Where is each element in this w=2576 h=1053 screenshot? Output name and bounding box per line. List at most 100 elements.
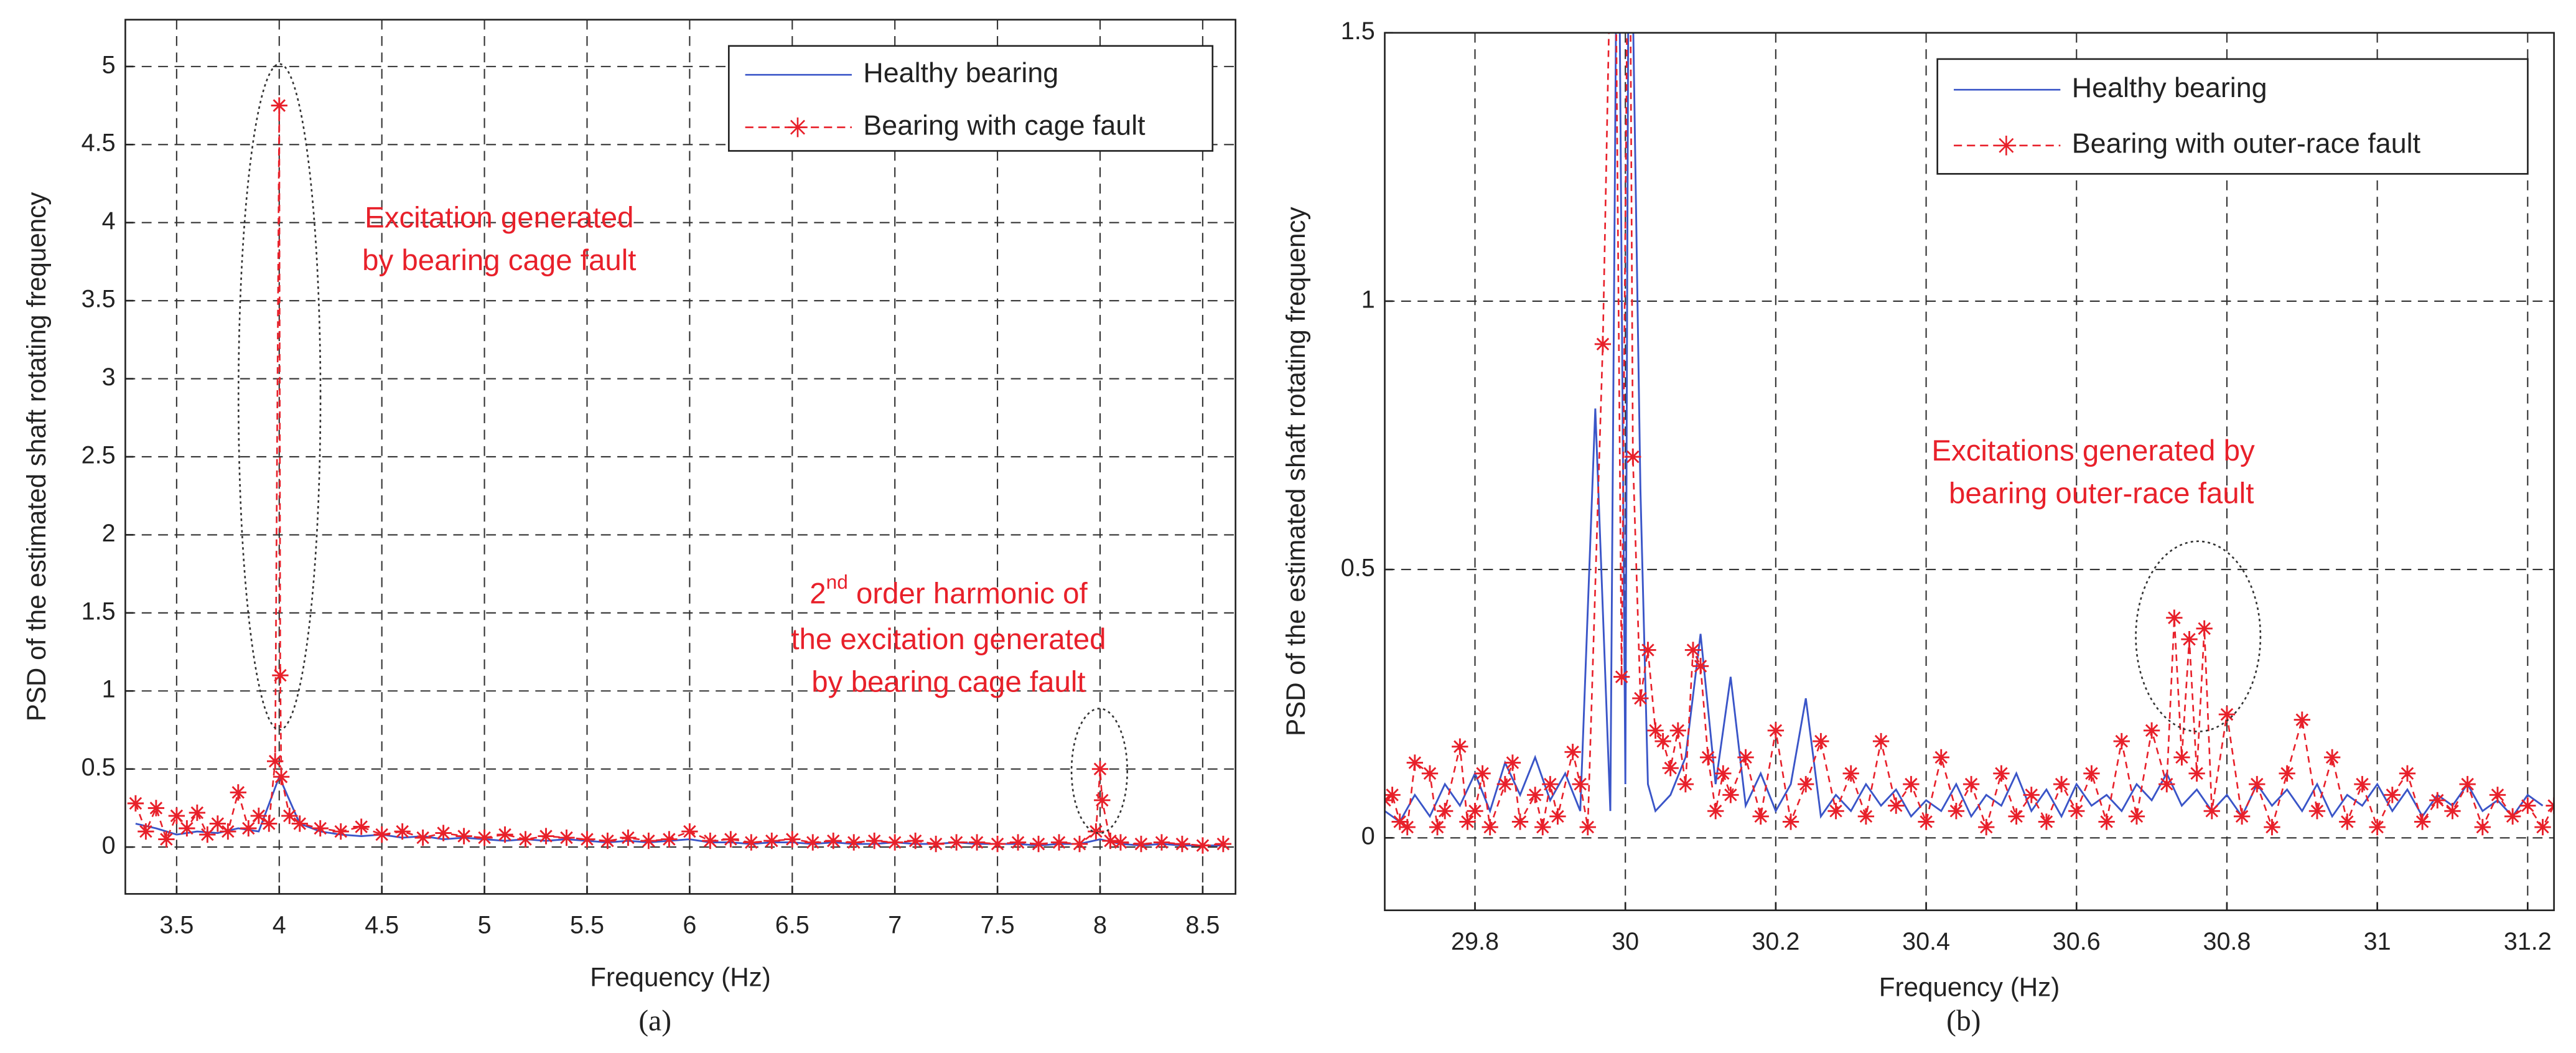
data-point	[2249, 775, 2266, 793]
data-point	[1406, 754, 1424, 771]
data-point	[1684, 642, 1702, 658]
data-point	[599, 832, 616, 849]
data-point	[414, 829, 431, 846]
y-tick-label: 2	[102, 520, 116, 547]
data-point	[1798, 775, 1814, 793]
data-point	[2023, 787, 2040, 803]
data-point	[2008, 808, 2025, 825]
data-point	[209, 815, 226, 832]
data-point	[2218, 706, 2236, 723]
annotation: Excitation generated	[365, 202, 633, 235]
data-point	[1918, 813, 1934, 830]
data-point	[2181, 631, 2198, 648]
x-tick-label: 8.5	[1185, 912, 1220, 939]
data-point	[1613, 668, 1630, 685]
legend-marker	[1996, 135, 2017, 156]
data-point	[825, 832, 842, 849]
legend-label: Bearing with cage fault	[863, 110, 1146, 141]
data-point	[1153, 834, 1170, 851]
data-point	[266, 752, 284, 770]
data-point	[199, 826, 216, 843]
y-axis-label: PSD of the estimated shaft rotating freq…	[22, 192, 51, 722]
y-tick-label: 0.5	[1341, 555, 1375, 582]
data-point	[2279, 765, 2295, 782]
data-point	[1782, 813, 1799, 830]
data-point	[1888, 797, 1905, 814]
data-point	[2038, 813, 2055, 830]
data-point	[332, 823, 349, 840]
x-tick-label: 30	[1612, 928, 1639, 955]
legend: Healthy bearing Bearing with cage fault	[727, 45, 1214, 152]
data-point	[2384, 787, 2401, 803]
data-point	[2188, 765, 2205, 782]
data-point	[661, 831, 678, 848]
legend-box	[727, 45, 1214, 152]
data-point	[2354, 775, 2371, 793]
data-point	[2233, 808, 2251, 825]
data-point	[2196, 620, 2213, 637]
data-point	[1564, 744, 1581, 760]
data-point	[1722, 787, 1739, 803]
data-point	[158, 831, 175, 848]
y-tick-label: 1.5	[82, 597, 116, 625]
data-point	[538, 828, 554, 845]
data-point	[230, 784, 246, 801]
data-point	[2264, 818, 2280, 836]
data-point	[1071, 835, 1088, 853]
data-point	[1215, 835, 1232, 853]
data-point	[179, 820, 195, 837]
y-tick-label: 1	[1361, 286, 1375, 313]
data-point	[2489, 787, 2506, 803]
data-point	[1009, 834, 1027, 851]
data-point	[620, 829, 637, 846]
highlight-ellipse	[1070, 708, 1129, 835]
data-point	[763, 832, 780, 849]
x-tick-label: 5.5	[570, 912, 604, 939]
data-point	[127, 795, 144, 812]
data-point	[579, 831, 595, 848]
x-axis-label: Frequency (Hz)	[590, 963, 770, 992]
data-point	[558, 829, 575, 846]
data-point	[2519, 797, 2536, 814]
data-point	[1993, 765, 2010, 782]
y-axis-label: PSD of the estimated shaft rotating freq…	[1281, 207, 1310, 736]
data-point	[394, 823, 411, 840]
data-point	[805, 834, 821, 851]
x-tick-label: 31	[2364, 928, 2391, 955]
y-tick-label: 1	[102, 676, 116, 703]
data-point	[1572, 775, 1589, 793]
annotation: 2	[810, 577, 826, 610]
y-tick-label: 0.5	[82, 754, 116, 781]
caption: (b)	[1946, 1004, 1981, 1037]
data-point	[2128, 808, 2145, 825]
x-tick-label: 30.4	[1902, 928, 1950, 955]
data-point	[1654, 732, 1671, 750]
caption: (a)	[638, 1004, 671, 1037]
data-point	[353, 818, 370, 835]
x-tick-label: 4.5	[365, 912, 399, 939]
data-point	[1662, 759, 1679, 777]
data-point	[1534, 818, 1551, 836]
data-point	[1579, 818, 1596, 836]
data-point	[1030, 835, 1047, 853]
data-point	[1391, 813, 1408, 830]
data-point	[273, 769, 290, 785]
data-point	[455, 828, 472, 845]
data-point	[2098, 813, 2115, 830]
data-point	[1677, 775, 1694, 793]
data-point	[2083, 765, 2100, 782]
data-point	[1429, 818, 1446, 836]
data-point	[1948, 802, 1965, 820]
data-point	[1707, 802, 1724, 820]
y-tick-label: 4.5	[82, 129, 116, 157]
x-tick-label: 7	[888, 912, 902, 939]
x-tick-label: 8	[1093, 912, 1107, 939]
data-point	[2429, 792, 2446, 809]
data-point	[2166, 609, 2183, 626]
data-point	[887, 834, 903, 851]
data-point	[1436, 802, 1454, 820]
annotation: by bearing cage fault	[811, 666, 1085, 699]
data-point	[1978, 818, 1995, 836]
data-point	[1088, 823, 1104, 840]
